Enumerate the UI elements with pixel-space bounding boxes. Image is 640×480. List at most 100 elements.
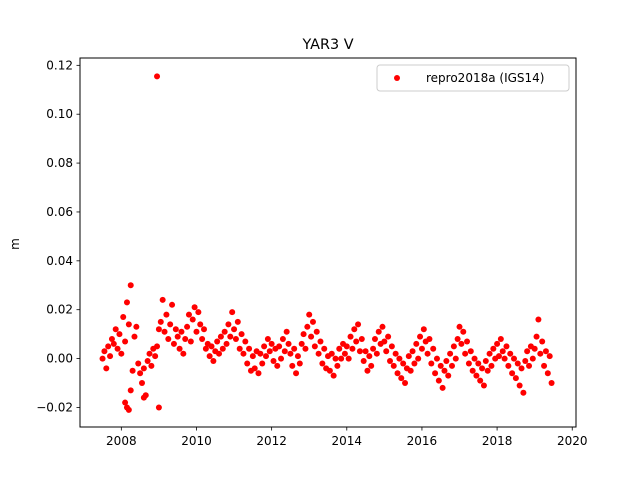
x-tick-label: 2014 — [332, 434, 363, 448]
data-point — [125, 406, 132, 413]
data-point — [390, 362, 397, 369]
data-point — [246, 345, 253, 352]
data-point — [236, 345, 243, 352]
data-point — [110, 340, 117, 347]
data-point — [291, 345, 298, 352]
data-point — [441, 367, 448, 374]
data-point — [206, 353, 213, 360]
data-point — [529, 355, 536, 362]
data-point — [231, 326, 238, 333]
data-point — [161, 328, 168, 335]
data-point — [548, 380, 555, 387]
data-point — [223, 340, 230, 347]
data-point — [509, 370, 516, 377]
data-point — [499, 348, 506, 355]
data-point — [300, 331, 307, 338]
data-point — [140, 394, 147, 401]
data-point — [368, 362, 375, 369]
data-point — [336, 345, 343, 352]
data-point — [114, 345, 121, 352]
data-point — [458, 340, 465, 347]
data-point — [482, 358, 489, 365]
data-point — [418, 345, 425, 352]
data-point — [539, 338, 546, 345]
data-point — [330, 372, 337, 379]
data-point — [208, 343, 215, 350]
data-point — [385, 333, 392, 340]
data-point — [127, 282, 134, 289]
data-point — [443, 358, 450, 365]
data-point — [454, 336, 461, 343]
data-point — [294, 353, 301, 360]
data-point — [524, 348, 531, 355]
data-point — [182, 336, 189, 343]
data-point — [373, 350, 380, 357]
data-point — [308, 333, 315, 340]
data-point — [347, 333, 354, 340]
data-point — [522, 358, 529, 365]
data-point — [261, 343, 268, 350]
data-point — [514, 360, 521, 367]
data-point — [155, 326, 162, 333]
data-point — [169, 301, 176, 308]
data-point — [456, 323, 463, 330]
data-point — [432, 370, 439, 377]
data-point — [108, 336, 115, 343]
data-point — [251, 365, 258, 372]
x-tick-label: 2008 — [106, 434, 137, 448]
data-point — [360, 358, 367, 365]
data-point — [317, 338, 324, 345]
data-point — [154, 73, 161, 80]
data-point — [289, 362, 296, 369]
data-point — [296, 360, 303, 367]
data-point — [541, 362, 548, 369]
data-point — [467, 348, 474, 355]
data-point — [101, 348, 108, 355]
data-point — [477, 377, 484, 384]
data-point — [321, 345, 328, 352]
data-point — [439, 384, 446, 391]
data-point — [274, 362, 281, 369]
data-point — [341, 350, 348, 357]
data-point — [234, 318, 241, 325]
x-tick-label: 2018 — [482, 434, 513, 448]
y-tick-label: −0.02 — [36, 400, 73, 414]
data-point — [202, 345, 209, 352]
data-point — [259, 360, 266, 367]
data-point — [435, 377, 442, 384]
data-point — [345, 355, 352, 362]
data-point — [387, 358, 393, 365]
data-point — [405, 353, 412, 360]
data-point — [257, 350, 264, 357]
data-point — [99, 355, 106, 362]
data-point — [135, 360, 142, 367]
data-point — [533, 333, 540, 340]
data-point — [394, 370, 401, 377]
data-point — [319, 360, 326, 367]
data-point — [157, 318, 164, 325]
data-point — [276, 343, 283, 350]
data-point — [526, 362, 533, 369]
data-point — [445, 372, 452, 379]
data-point — [264, 336, 271, 343]
data-points — [99, 73, 555, 413]
data-point — [462, 350, 469, 357]
data-point — [542, 348, 549, 355]
data-point — [191, 304, 198, 311]
data-point — [388, 343, 395, 350]
data-point — [370, 345, 377, 352]
data-point — [426, 336, 433, 343]
data-point — [216, 350, 223, 357]
data-point — [176, 345, 183, 352]
data-point — [383, 348, 390, 355]
data-point — [154, 343, 161, 350]
data-point — [469, 367, 476, 374]
data-point — [107, 353, 114, 360]
data-point — [313, 328, 320, 335]
data-point — [364, 367, 371, 374]
data-point — [535, 316, 542, 323]
data-point — [214, 338, 221, 345]
data-point — [516, 382, 523, 389]
y-tick-label: 0.08 — [46, 156, 73, 170]
